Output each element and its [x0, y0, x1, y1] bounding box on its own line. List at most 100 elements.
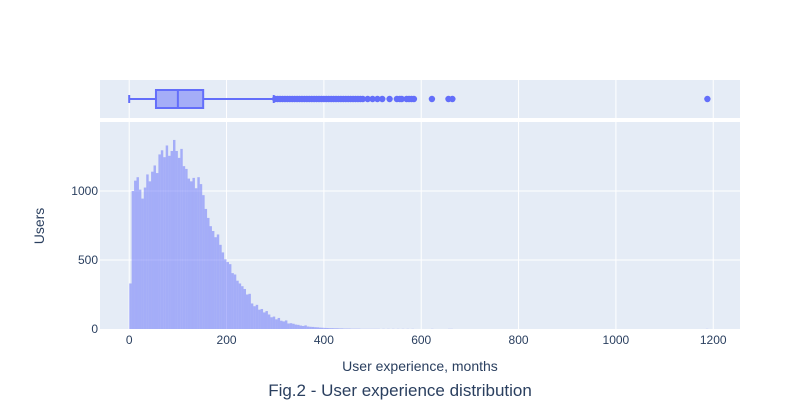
x-tick-label: 200 — [217, 333, 237, 347]
histogram-bar — [197, 177, 199, 329]
histogram-bar — [178, 158, 180, 329]
histogram-bar — [146, 174, 148, 329]
histogram-bar — [246, 295, 248, 330]
histogram-bar — [137, 177, 139, 329]
box-outlier-point — [386, 96, 392, 102]
histogram-bar — [300, 326, 302, 329]
histogram-bar — [329, 328, 331, 329]
histogram-bar — [188, 179, 190, 329]
histogram-bar — [173, 140, 175, 329]
histogram-bar — [158, 154, 160, 329]
box-iqr-rect — [156, 90, 203, 108]
histogram-bar — [200, 184, 202, 329]
histogram-bar — [144, 188, 146, 329]
histogram-bar — [285, 320, 287, 329]
histogram-bar — [241, 286, 243, 329]
histogram-bar — [309, 327, 311, 329]
histogram-bar — [239, 283, 241, 329]
histogram-bar — [231, 273, 233, 329]
histogram-bar — [290, 323, 292, 329]
histogram-bar — [156, 173, 158, 329]
histogram-bar — [166, 145, 168, 329]
histogram-bar — [141, 199, 143, 329]
histogram-bar — [214, 237, 216, 329]
histogram-bar — [278, 318, 280, 329]
histogram-bar — [314, 327, 316, 329]
histogram-bar — [175, 151, 177, 329]
histogram-bar — [180, 149, 182, 329]
histogram-bar — [265, 311, 267, 329]
histogram-bar — [229, 264, 231, 329]
histogram-bar — [295, 325, 297, 329]
histogram-bar — [161, 150, 163, 329]
histogram-bar — [217, 234, 219, 329]
histogram-bar — [212, 231, 214, 329]
histogram-bar — [190, 181, 192, 329]
histogram-bar — [224, 259, 226, 329]
histogram-bar — [134, 181, 136, 329]
x-tick-label: 0 — [126, 333, 133, 347]
histogram-bar — [236, 281, 238, 329]
histogram-bar — [307, 327, 309, 329]
histogram-bar — [253, 306, 255, 329]
y-tick-label: 0 — [91, 322, 98, 336]
histogram-bar — [151, 172, 153, 329]
histogram-bar — [338, 328, 340, 329]
histogram-bar — [341, 328, 343, 329]
box-outlier-point — [411, 96, 417, 102]
histogram-bar — [168, 156, 170, 329]
histogram-bar — [302, 326, 304, 329]
histogram-bar — [202, 195, 204, 329]
histogram-bar — [270, 317, 272, 329]
histogram-bar — [268, 315, 270, 329]
histogram-bar — [319, 328, 321, 329]
x-tick-label: 800 — [509, 333, 529, 347]
histogram-bar — [324, 328, 326, 329]
box-outlier-point — [379, 96, 385, 102]
histogram-bar — [336, 328, 338, 329]
histogram-bar — [219, 245, 221, 329]
y-tick-label: 1000 — [71, 184, 98, 198]
histogram-bar — [326, 328, 328, 329]
histogram-bar — [292, 324, 294, 329]
histogram-bar — [261, 309, 263, 329]
histogram-bar — [283, 321, 285, 329]
box-outlier-point — [429, 96, 435, 102]
histogram-bar — [205, 209, 207, 329]
histogram-bar — [149, 181, 151, 329]
histogram-bar — [312, 327, 314, 329]
x-tick-label: 1000 — [603, 333, 630, 347]
histogram-bar — [227, 262, 229, 329]
histogram-bar — [297, 325, 299, 329]
histogram-bar — [280, 321, 282, 329]
y-tick-label: 500 — [78, 253, 98, 267]
histogram-bar — [210, 226, 212, 329]
histogram-bar — [331, 328, 333, 329]
histogram-bar — [163, 157, 165, 329]
histogram-bar — [317, 327, 319, 329]
histogram-bar — [273, 317, 275, 329]
histogram-bar — [154, 165, 156, 329]
histogram-bar — [132, 191, 134, 329]
x-tick-label: 600 — [411, 333, 431, 347]
box-outlier-point — [704, 96, 710, 102]
y-axis-title: Users — [31, 208, 47, 245]
histogram-bar — [334, 328, 336, 329]
histogram-bar — [234, 274, 236, 329]
histogram-bar — [256, 305, 258, 329]
x-tick-label: 1200 — [700, 333, 727, 347]
x-axis-title: User experience, months — [342, 358, 498, 374]
histogram-bar — [321, 328, 323, 329]
histogram-bar — [275, 319, 277, 329]
histogram-bar — [183, 166, 185, 329]
histogram-bar — [185, 169, 187, 329]
histogram-bar — [251, 303, 253, 329]
histogram-bar — [263, 312, 265, 329]
histogram-bar — [192, 178, 194, 329]
histogram-bar — [222, 252, 224, 329]
histogram-bar — [195, 188, 197, 329]
histogram-bar — [139, 190, 141, 329]
box-outlier-point — [449, 96, 455, 102]
